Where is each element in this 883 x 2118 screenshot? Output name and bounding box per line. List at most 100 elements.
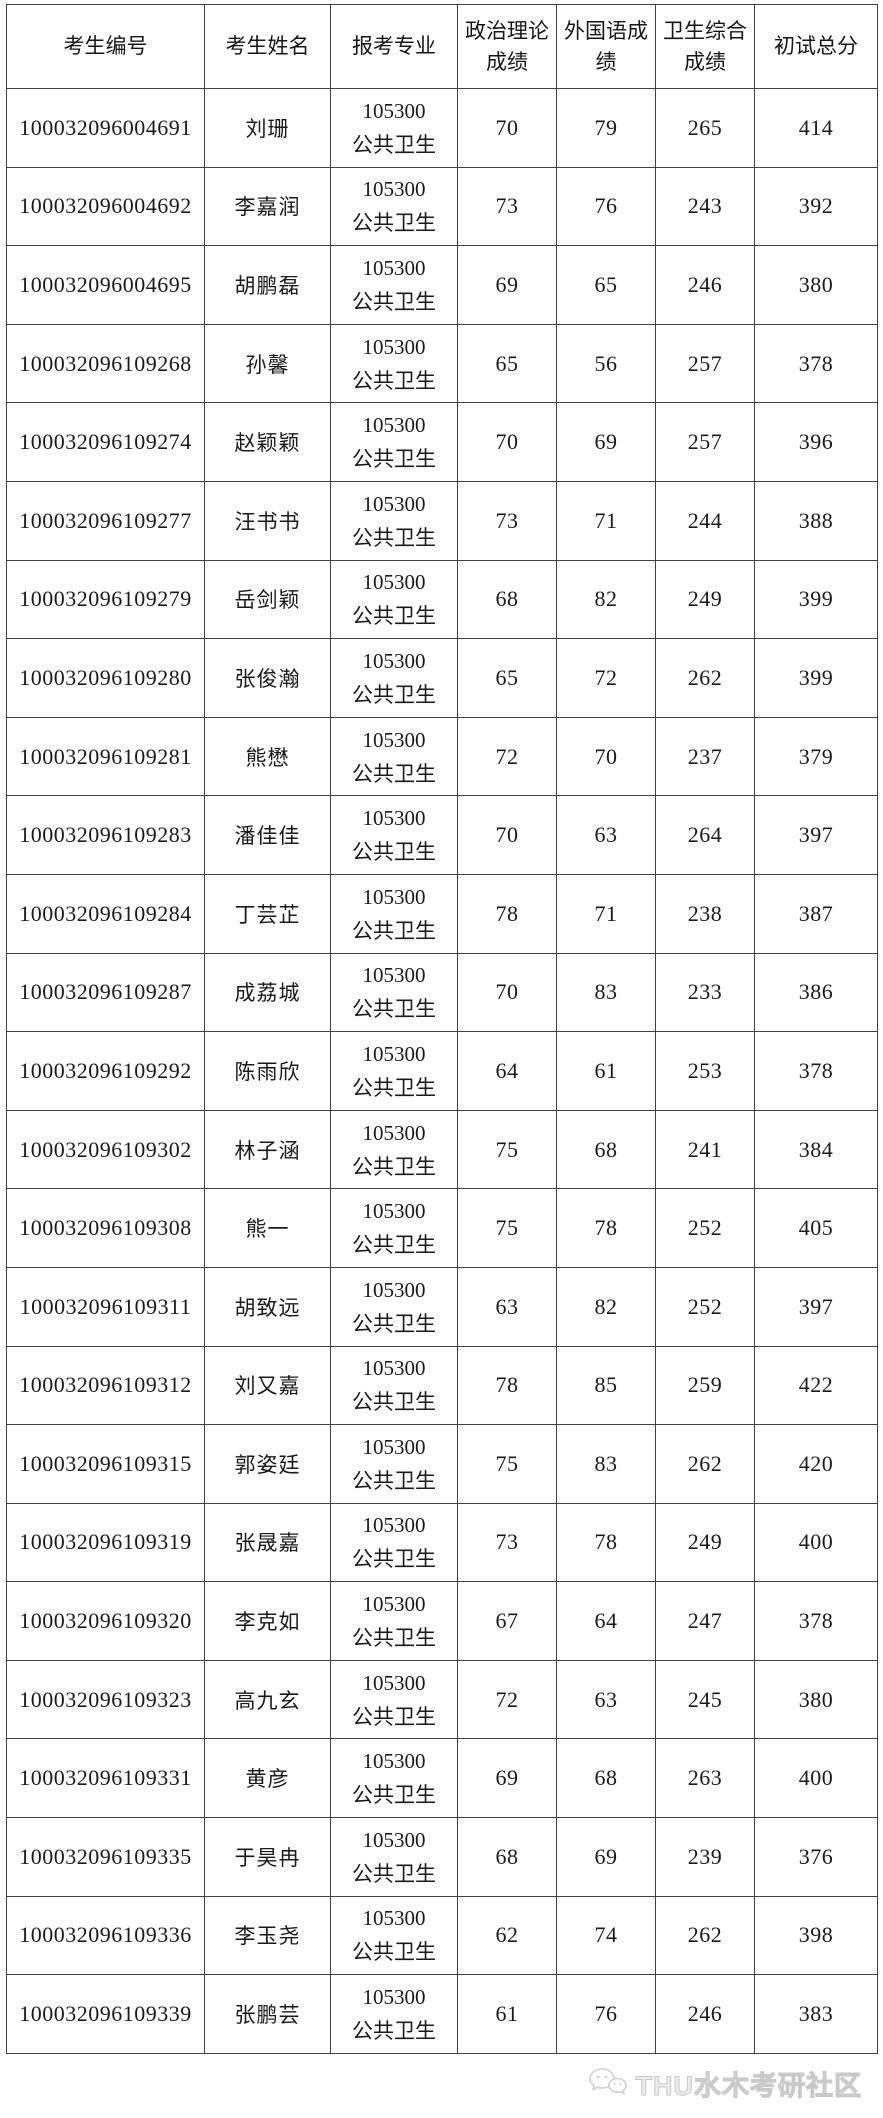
cell-foreign-score: 71: [556, 480, 656, 561]
cell-candidate-id: 100032096109320: [6, 1581, 205, 1661]
cell-major: 105300 公共卫生: [330, 873, 458, 954]
cell-total-score: 380: [754, 245, 878, 325]
cell-politics-score: 69: [457, 1738, 557, 1819]
cell-candidate-id: 100032096109302: [6, 1109, 205, 1190]
cell-candidate-id: 100032096109277: [6, 480, 205, 561]
cell-politics-score: 78: [457, 1345, 557, 1426]
table-row: 100032096109319 张晟嘉 105300 公共卫生 73 78 249 400: [6, 1502, 878, 1583]
cell-politics-score: 70: [457, 88, 557, 168]
cell-major: 105300 公共卫生: [330, 1188, 458, 1268]
cell-foreign-score: 78: [556, 1188, 656, 1268]
major-name: 公共卫生: [352, 525, 436, 550]
major-name: 公共卫生: [352, 2019, 436, 2044]
cell-candidate-name: 刘珊: [204, 88, 331, 168]
major-name: 公共卫生: [352, 1233, 436, 1258]
cell-total-score: 400: [754, 1502, 878, 1583]
cell-major: 105300 公共卫生: [330, 1895, 458, 1976]
cell-candidate-name: 熊懋: [204, 716, 331, 797]
cell-health-score: 262: [655, 638, 755, 718]
major-name: 公共卫生: [352, 1311, 436, 1336]
cell-major: 105300 公共卫生: [330, 323, 458, 404]
major-name: 公共卫生: [352, 1626, 436, 1651]
cell-health-score: 253: [655, 1031, 755, 1111]
table-row: 100032096004692 李嘉润 105300 公共卫生 73 76 243 392: [6, 166, 878, 247]
cell-major: 105300 公共卫生: [330, 166, 458, 247]
table-header: 考生编号 考生姓名 报考专业 政治理论成绩 外国语成绩 卫生综合成绩 初试总分: [6, 4, 878, 89]
major-code: 105300: [362, 1906, 426, 1931]
cell-candidate-id: 100032096109308: [6, 1188, 205, 1268]
column-header-major: 报考专业: [330, 4, 458, 89]
watermark-text: THU水木考研社区: [635, 2070, 862, 2101]
table-row: 100032096109277 汪书书 105300 公共卫生 73 71 244 388: [6, 480, 878, 561]
major-code: 105300: [362, 334, 426, 359]
cell-health-score: 257: [655, 402, 755, 482]
cell-total-score: 397: [754, 795, 878, 875]
cell-foreign-score: 69: [556, 1817, 656, 1897]
major-name: 公共卫生: [352, 604, 436, 629]
cell-health-score: 246: [655, 1974, 755, 2054]
cell-health-score: 238: [655, 873, 755, 954]
major-name: 公共卫生: [352, 1861, 436, 1886]
cell-total-score: 396: [754, 402, 878, 482]
cell-health-score: 246: [655, 245, 755, 325]
cell-candidate-name: 岳剑颖: [204, 559, 331, 640]
cell-total-score: 386: [754, 952, 878, 1033]
major-code: 105300: [362, 1356, 426, 1381]
major-code: 105300: [362, 1592, 426, 1617]
cell-total-score: 388: [754, 480, 878, 561]
column-header-candidate-id: 考生编号: [6, 4, 205, 89]
cell-total-score: 400: [754, 1738, 878, 1819]
major-name: 公共卫生: [352, 1468, 436, 1493]
major-code: 105300: [362, 1120, 426, 1145]
major-name: 公共卫生: [352, 997, 436, 1022]
cell-health-score: 243: [655, 166, 755, 247]
major-name: 公共卫生: [352, 1547, 436, 1572]
cell-total-score: 378: [754, 1581, 878, 1661]
cell-health-score: 257: [655, 323, 755, 404]
cell-major: 105300 公共卫生: [330, 1738, 458, 1819]
cell-candidate-id: 100032096109311: [6, 1266, 205, 1347]
table-row: 100032096109279 岳剑颖 105300 公共卫生 68 82 249 399: [6, 559, 878, 640]
cell-candidate-id: 100032096004695: [6, 245, 205, 325]
table-row: 100032096109292 陈雨欣 105300 公共卫生 64 61 253 378: [6, 1031, 878, 1111]
cell-total-score: 399: [754, 559, 878, 640]
wechat-icon: [588, 2066, 628, 2100]
cell-politics-score: 78: [457, 873, 557, 954]
cell-candidate-name: 熊一: [204, 1188, 331, 1268]
table-row: 100032096004691 刘珊 105300 公共卫生 70 79 265 414: [6, 88, 878, 168]
cell-politics-score: 75: [457, 1424, 557, 1504]
cell-health-score: 249: [655, 559, 755, 640]
cell-politics-score: 64: [457, 1031, 557, 1111]
table-row: 100032096109287 成荔城 105300 公共卫生 70 83 233 386: [6, 952, 878, 1033]
cell-health-score: 262: [655, 1895, 755, 1976]
cell-total-score: 405: [754, 1188, 878, 1268]
cell-candidate-id: 100032096109335: [6, 1817, 205, 1897]
major-name: 公共卫生: [352, 1075, 436, 1100]
cell-total-score: 399: [754, 638, 878, 718]
major-name: 公共卫生: [352, 289, 436, 314]
cell-major: 105300 公共卫生: [330, 88, 458, 168]
major-code: 105300: [362, 1513, 426, 1538]
cell-foreign-score: 68: [556, 1109, 656, 1190]
cell-candidate-id: 100032096109284: [6, 873, 205, 954]
table-row: 100032096109283 潘佳佳 105300 公共卫生 70 63 264 397: [6, 795, 878, 875]
cell-health-score: 252: [655, 1188, 755, 1268]
cell-candidate-id: 100032096109315: [6, 1424, 205, 1504]
major-code: 105300: [362, 413, 426, 438]
cell-health-score: 262: [655, 1424, 755, 1504]
table-row: 100032096109312 刘又嘉 105300 公共卫生 78 85 259 422: [6, 1345, 878, 1426]
cell-candidate-id: 100032096109319: [6, 1502, 205, 1583]
cell-foreign-score: 85: [556, 1345, 656, 1426]
cell-major: 105300 公共卫生: [330, 1109, 458, 1190]
cell-politics-score: 69: [457, 245, 557, 325]
major-name: 公共卫生: [352, 682, 436, 707]
cell-candidate-id: 100032096109268: [6, 323, 205, 404]
major-code: 105300: [362, 884, 426, 909]
major-code: 105300: [362, 98, 426, 123]
cell-politics-score: 70: [457, 952, 557, 1033]
cell-candidate-id: 100032096109331: [6, 1738, 205, 1819]
column-header-politics-score: 政治理论成绩: [457, 4, 557, 89]
cell-major: 105300 公共卫生: [330, 1031, 458, 1111]
cell-foreign-score: 74: [556, 1895, 656, 1976]
table-row: 100032096109280 张俊瀚 105300 公共卫生 65 72 262 399: [6, 638, 878, 718]
